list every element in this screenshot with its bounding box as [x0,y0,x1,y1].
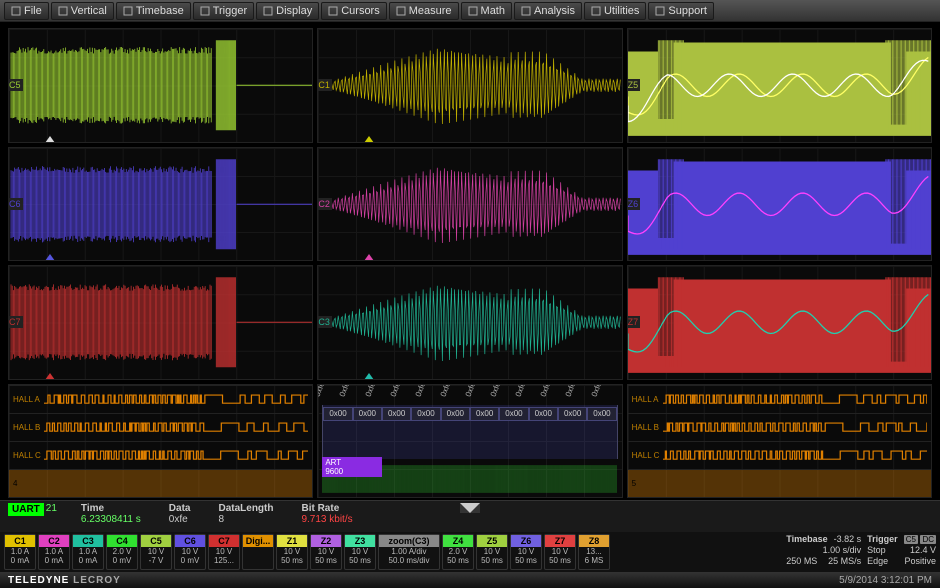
menu-label: Analysis [534,5,575,17]
channel-box-Z5[interactable]: Z510 V50 ms [476,534,508,570]
waveform-cell-C5[interactable]: C5 [8,28,313,143]
menu-label: Math [481,5,505,17]
timebase-status[interactable]: Timebase-3.82 s 1.00 s/div 250 MS25 MS/s [786,534,861,566]
menu-measure[interactable]: Measure [389,2,459,20]
footer-bar: TELEDYNE LECROY 5/9/2014 3:12:01 PM [0,572,940,588]
trig-icon [200,6,210,16]
uart-decode-row: UART 21 Time6.23308411 s Data0xfe DataLeng… [0,500,940,532]
channel-box-C7[interactable]: C710 V125... [208,534,240,570]
channel-label: C7 [8,316,23,328]
channel-box-C6[interactable]: C610 V0 mV [174,534,206,570]
channel-descriptor-row: C11.0 A0 mAC21.0 A0 mAC31.0 A0 mAC42.0 V… [0,532,940,572]
vert-icon [58,6,68,16]
menu-cursors[interactable]: Cursors [321,2,387,20]
digital-row-label: HALL B [11,423,40,432]
uart-index: 21 [46,503,57,514]
util-icon [591,6,601,16]
menu-vertical[interactable]: Vertical [51,2,114,20]
menu-utilities[interactable]: Utilities [584,2,646,20]
waveform-area: C5C1Z5C6C2Z6C7C3Z7HALL AHALL BHALL C40xf… [0,22,940,500]
channel-box-C2[interactable]: C21.0 A0 mA [38,534,70,570]
menu-label: Display [276,5,312,17]
channel-label: Z6 [627,198,641,210]
timestamp: 5/9/2014 3:12:01 PM [839,575,932,586]
channel-box-Z4[interactable]: Z42.0 V50 ms [442,534,474,570]
math-icon [468,6,478,16]
menubar: File Vertical Timebase Trigger Display Cursor… [0,0,940,22]
uart-col-data: Data0xfe [169,503,191,525]
channel-box-Digi...[interactable]: Digi... [242,534,274,570]
menu-label: Trigger [213,5,247,17]
channel-box-Z8[interactable]: Z813...6 MS [578,534,610,570]
menu-math[interactable]: Math [461,2,512,20]
time-icon [123,6,133,16]
waveform-cell-C3[interactable]: C3 [317,265,622,380]
channel-label: Z7 [627,316,641,328]
menu-label: Timebase [136,5,184,17]
waveform-cell-r3c2[interactable]: HALL AHALL BHALL C5 [627,384,932,499]
menu-trigger[interactable]: Trigger [193,2,254,20]
anal-icon [521,6,531,16]
menu-label: Cursors [341,5,380,17]
uart-tag[interactable]: UART [8,503,44,516]
channel-box-C5[interactable]: C510 V-7 V [140,534,172,570]
menu-file[interactable]: File [4,2,49,20]
channel-box-C4[interactable]: C42.0 V0 mV [106,534,138,570]
menu-label: Utilities [604,5,639,17]
menu-timebase[interactable]: Timebase [116,2,191,20]
supp-icon [655,6,665,16]
channel-label: C1 [317,79,332,91]
uart-decode-badge: ART9600 [322,457,382,477]
status-panels: Timebase-3.82 s 1.00 s/div 250 MS25 MS/s… [786,534,936,566]
channel-box-Z2[interactable]: Z210 V50 ms [310,534,342,570]
dropdown-toggle-icon[interactable] [460,503,480,513]
menu-label: Vertical [71,5,107,17]
digital-row-label: HALL C [630,451,660,460]
channel-label: Z5 [627,79,641,91]
menu-display[interactable]: Display [256,2,319,20]
file-icon [11,6,21,16]
waveform-cell-Z7[interactable]: Z7 [627,265,932,380]
menu-label: Measure [409,5,452,17]
brand-label: TELEDYNE LECROY [8,575,121,586]
waveform-cell-Z5[interactable]: Z5 [627,28,932,143]
disp-icon [263,6,273,16]
waveform-cell-Z6[interactable]: Z6 [627,147,932,262]
menu-support[interactable]: Support [648,2,714,20]
menu-label: File [24,5,42,17]
waveform-cell-C6[interactable]: C6 [8,147,313,262]
channel-label: C3 [317,316,332,328]
waveform-cell-C1[interactable]: C1 [317,28,622,143]
channel-box-C1[interactable]: C11.0 A0 mA [4,534,36,570]
channel-box-Z7[interactable]: Z710 V50 ms [544,534,576,570]
channel-label: C5 [8,79,23,91]
meas-icon [396,6,406,16]
menu-label: Support [668,5,707,17]
channel-box-Z6[interactable]: Z610 V50 ms [510,534,542,570]
channel-box-zoom(C3)[interactable]: zoom(C3)1.00 A/div50.0 ms/div [378,534,440,570]
digital-row-label: HALL B [630,423,659,432]
digital-row-label: HALL A [11,395,40,404]
curs-icon [328,6,338,16]
uart-col-time: Time6.23308411 s [81,503,141,525]
waveform-cell-r3c1[interactable]: 0xfe0xfe0xfe0xfe0xfe0xfe0xfe0xfe0xfe0xfe… [317,384,622,499]
channel-box-C3[interactable]: C31.0 A0 mA [72,534,104,570]
trigger-status[interactable]: Trigger C5 DC Stop12.4 V EdgePositive [867,534,936,566]
digital-row-label: HALL A [630,395,659,404]
menu-analysis[interactable]: Analysis [514,2,582,20]
waveform-cell-C2[interactable]: C2 [317,147,622,262]
channel-box-Z1[interactable]: Z110 V50 ms [276,534,308,570]
channel-box-Z3[interactable]: Z310 V50 ms [344,534,376,570]
digital-row-label: HALL C [11,451,41,460]
channel-label: C6 [8,198,23,210]
uart-col-bit rate: Bit Rate9.713 kbit/s [301,503,352,525]
waveform-cell-C7[interactable]: C7 [8,265,313,380]
uart-col-datalength: DataLength8 [218,503,273,525]
waveform-cell-r3c0[interactable]: HALL AHALL BHALL C4 [8,384,313,499]
channel-label: C2 [317,198,332,210]
